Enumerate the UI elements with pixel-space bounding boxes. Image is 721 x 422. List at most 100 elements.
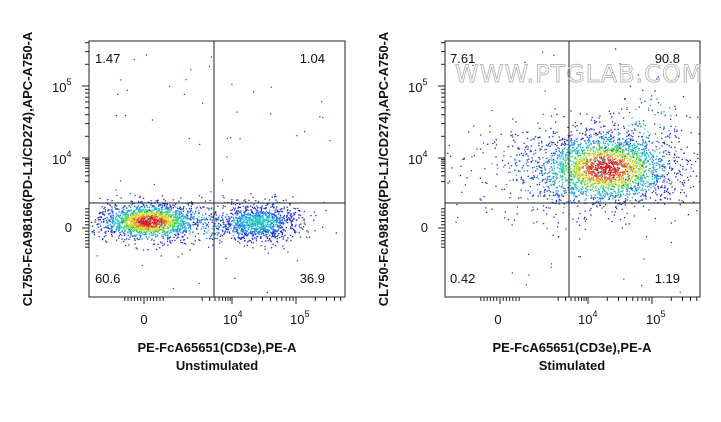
event-dot (270, 247, 273, 249)
event-dot (165, 219, 167, 221)
event-dot (97, 223, 99, 225)
event-dot (556, 174, 559, 176)
event-dot (594, 196, 596, 198)
event-dot (250, 232, 252, 234)
event-dot (265, 213, 267, 215)
event-dot (254, 220, 256, 222)
event-dot (607, 178, 609, 181)
event-dot (243, 223, 245, 226)
event-dot (176, 216, 178, 218)
event-dot (643, 175, 645, 177)
event-dot (107, 199, 109, 201)
event-dot (570, 156, 572, 158)
event-dot (612, 155, 614, 157)
event-dot (636, 192, 638, 195)
event-dot (247, 241, 249, 243)
event-dot (680, 192, 682, 194)
event-dot (570, 141, 572, 143)
event-dot (544, 168, 546, 170)
event-dot (156, 219, 158, 221)
event-dot (98, 212, 101, 215)
event-dot (617, 144, 619, 146)
event-dot (147, 223, 149, 225)
event-dot (618, 172, 620, 174)
event-dot (225, 257, 227, 260)
event-dot (250, 231, 252, 233)
event-dot (148, 220, 150, 222)
event-dot (562, 143, 564, 145)
event-dot (649, 184, 651, 186)
event-dot (201, 225, 203, 228)
event-dot (222, 222, 224, 224)
event-dot (258, 213, 260, 215)
event-dot (162, 211, 164, 213)
event-dot (587, 152, 589, 155)
event-dot (265, 231, 267, 233)
event-dot (594, 161, 596, 163)
event-dot (329, 139, 331, 142)
event-dot (132, 220, 135, 222)
event-dot (131, 223, 133, 225)
event-dot (628, 178, 630, 180)
event-dot (168, 237, 171, 239)
event-dot (109, 220, 111, 222)
event-dot (586, 186, 589, 188)
event-dot (650, 167, 652, 170)
event-dot (617, 176, 620, 178)
event-dot (616, 172, 619, 174)
event-dot (215, 218, 217, 220)
event-dot (155, 219, 157, 222)
event-dot (121, 230, 123, 232)
event-dot (650, 152, 652, 155)
event-dot (605, 136, 607, 138)
event-dot (607, 198, 610, 201)
event-dot (178, 216, 180, 218)
event-dot (298, 226, 301, 228)
event-dot (152, 217, 155, 219)
event-dot (657, 185, 659, 188)
event-dot (634, 161, 636, 164)
event-dot (143, 211, 145, 214)
event-dot (132, 210, 135, 212)
event-dot (289, 218, 291, 220)
event-dot (607, 164, 609, 166)
event-dot (274, 229, 276, 231)
event-dot (268, 215, 270, 217)
event-dot (167, 244, 169, 246)
event-dot (274, 210, 276, 212)
event-dot (637, 188, 640, 190)
event-dot (563, 187, 565, 189)
event-dot (154, 215, 157, 217)
event-dot (265, 210, 268, 213)
event-dot (585, 188, 588, 191)
event-dot (173, 205, 175, 207)
event-dot (190, 219, 192, 221)
event-dot (558, 196, 560, 198)
event-dot (172, 287, 174, 290)
event-dot (654, 170, 657, 173)
event-dot (669, 179, 671, 182)
event-dot (606, 179, 608, 181)
event-dot (554, 108, 556, 110)
event-dot (289, 210, 291, 212)
event-dot (260, 226, 262, 228)
event-dot (572, 192, 575, 194)
event-dot (274, 220, 276, 222)
event-dot (98, 219, 100, 221)
event-dot (143, 206, 145, 208)
event-dot (642, 181, 644, 184)
event-dot (153, 220, 156, 222)
event-dot (110, 228, 113, 230)
event-dot (614, 145, 616, 148)
event-dot (150, 210, 152, 212)
event-dot (671, 181, 673, 183)
event-dot (296, 260, 299, 262)
event-dot (587, 140, 590, 142)
event-dot (125, 244, 127, 247)
event-dot (154, 207, 156, 209)
event-dot (110, 215, 112, 217)
event-dot (532, 177, 534, 179)
event-dot (600, 167, 602, 169)
event-dot (252, 219, 254, 221)
event-dot (543, 191, 545, 193)
